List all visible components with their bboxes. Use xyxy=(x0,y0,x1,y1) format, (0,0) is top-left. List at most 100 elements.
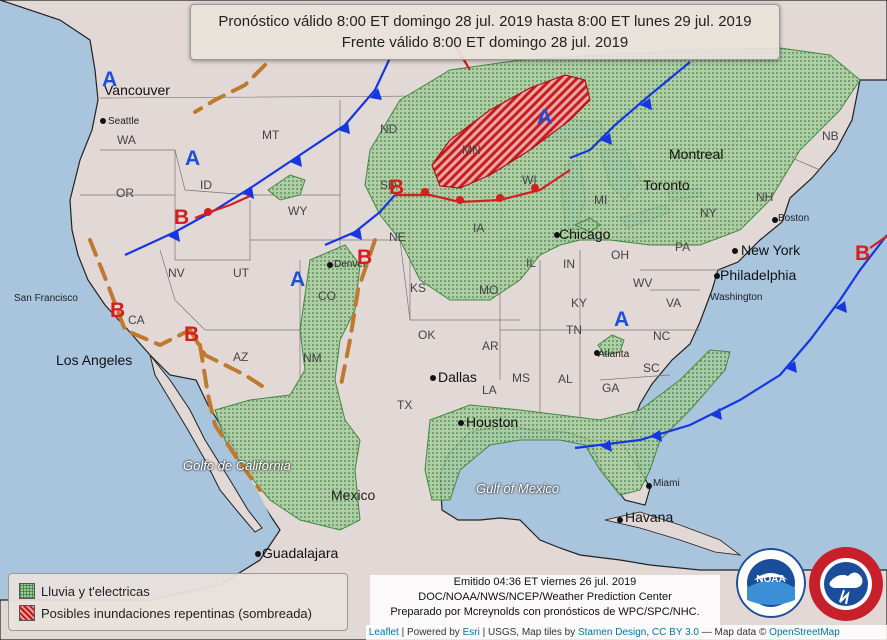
state-label-in: IN xyxy=(563,257,575,271)
cold-front-plains xyxy=(324,194,396,247)
city-label-miami: Miami xyxy=(653,478,680,489)
low-pressure-center: B xyxy=(110,299,126,322)
state-label-mt: MT xyxy=(262,128,280,142)
low-pressure-center: B xyxy=(389,176,405,199)
legend-item-rain: Lluvia y t'electricas xyxy=(19,582,150,600)
high-pressure-center: A xyxy=(290,268,306,291)
city-dot-chicago xyxy=(554,232,560,238)
city-dot-new-york xyxy=(732,248,738,254)
city-label-houston: Houston xyxy=(466,414,519,430)
city-label-seattle: Seattle xyxy=(108,116,140,127)
city-dot-seattle xyxy=(100,118,106,124)
legend-item-flood: Posibles inundaciones repentinas (sombre… xyxy=(19,604,312,622)
state-label-nh: NH xyxy=(756,190,774,204)
city-label-boston: Boston xyxy=(778,213,810,224)
state-label-mn: MN xyxy=(462,143,481,157)
city-dot-guadalajara xyxy=(255,551,261,557)
rain-area-atlanta xyxy=(597,334,625,356)
trough-mexico-west xyxy=(198,343,262,492)
state-label-tn: TN xyxy=(566,323,582,337)
sea-label-gulf-of-california: Golfo de California xyxy=(183,458,291,473)
state-label-az: AZ xyxy=(233,350,249,364)
forecast-title-box: Pronóstico válido 8:00 ET domingo 28 jul… xyxy=(190,4,780,60)
city-label-denver: Denver xyxy=(334,259,367,270)
rain-area-ohio xyxy=(573,217,601,233)
attribution-mapdata: — Map data © xyxy=(698,627,770,638)
city-dot-havana xyxy=(617,517,623,523)
city-label-san-francisco: San Francisco xyxy=(14,293,78,304)
city-label-montreal: Montreal xyxy=(669,146,724,162)
legend-rain-label: Lluvia y t'electricas xyxy=(41,583,150,599)
low-pressure-center: B xyxy=(855,242,871,265)
trough-plains xyxy=(338,238,377,392)
map-legend: Lluvia y t'electricas Posibles inundacio… xyxy=(8,573,348,631)
esri-link[interactable]: Esri xyxy=(462,627,480,638)
city-dot-houston xyxy=(458,420,464,426)
noaa-logo[interactable]: NOAA xyxy=(736,548,806,618)
state-label-ga: GA xyxy=(602,381,620,395)
leaflet-link[interactable]: Leaflet xyxy=(368,627,399,638)
state-label-or: OR xyxy=(116,186,134,200)
issued-info: Emitido 04:36 ET viernes 26 jul. 2019 DO… xyxy=(370,575,720,627)
city-dot-miami xyxy=(646,483,652,489)
city-label-philadelphia: Philadelphia xyxy=(720,267,797,283)
state-label-pa: PA xyxy=(675,240,691,254)
cc-by-link[interactable]: CC BY 3.0 xyxy=(651,627,699,638)
city-label-washington: Washington xyxy=(710,292,763,303)
state-label-la: LA xyxy=(482,383,497,397)
low-pressure-center: B xyxy=(174,206,190,229)
state-label-wi: WI xyxy=(522,173,537,187)
state-label-ok: OK xyxy=(418,328,436,342)
attribution-powered: | Powered by xyxy=(398,627,463,638)
city-label-dallas: Dallas xyxy=(438,369,477,385)
city-label-new-york: New York xyxy=(741,242,801,258)
state-label-id: ID xyxy=(200,178,212,192)
state-label-va: VA xyxy=(666,296,682,310)
openstreetmap-link[interactable]: OpenStreetMap xyxy=(769,627,840,638)
state-label-mi: MI xyxy=(594,193,608,207)
troughs xyxy=(88,63,377,492)
state-label-ca: CA xyxy=(128,313,145,327)
attribution-sep: , xyxy=(646,627,652,638)
issuing-office: DOC/NOAA/NWS/NCEP/Weather Prediction Cen… xyxy=(418,591,672,603)
warm-front-bumps xyxy=(204,184,539,216)
state-label-tx: TX xyxy=(397,398,413,412)
issued-time: Emitido 04:36 ET viernes 26 jul. 2019 xyxy=(453,576,637,588)
warm-front-atlantic xyxy=(869,235,887,249)
state-label-wy: WY xyxy=(288,204,308,218)
front-valid-line: Frente válido 8:00 ET domingo 28 jul. 20… xyxy=(341,34,629,51)
baja-california xyxy=(149,354,263,533)
state-label-nb: NB xyxy=(822,129,839,143)
state-label-sc: SC xyxy=(643,361,660,375)
state-label-nd: ND xyxy=(380,122,398,136)
city-label-havana: Havana xyxy=(625,509,674,525)
city-label-vancouver: Vancouver xyxy=(104,82,170,98)
state-label-nv: NV xyxy=(168,266,185,280)
city-dot-denver xyxy=(327,262,333,268)
state-label-ms: MS xyxy=(512,371,530,385)
cold-front-west xyxy=(124,57,391,256)
trough-arizona xyxy=(188,328,267,390)
svg-text:NOAA: NOAA xyxy=(756,574,785,585)
state-label-ut: UT xyxy=(233,266,249,280)
warm-front-idaho xyxy=(194,194,251,220)
cuba xyxy=(604,511,742,556)
state-label-ia: IA xyxy=(473,221,485,235)
nws-logo[interactable] xyxy=(808,546,884,622)
sea-label-gulf-of-mexico: Gulf of Mexico xyxy=(476,481,560,496)
stamen-link[interactable]: Stamen Design xyxy=(577,627,647,638)
city-label-atlanta: Atlanta xyxy=(598,349,630,360)
gulf-of-california-water xyxy=(195,398,272,525)
rain-area-southwest xyxy=(214,244,361,531)
city-dot-philadelphia xyxy=(714,273,720,279)
state-label-al: AL xyxy=(558,372,573,386)
attribution-bar: Leaflet | Powered by Esri | USGS, Map ti… xyxy=(366,625,887,640)
city-dot-dallas xyxy=(430,375,436,381)
city-dot-boston xyxy=(772,217,778,223)
city-label-los-angeles: Los Angeles xyxy=(56,352,133,368)
rain-area-wyoming xyxy=(267,174,306,201)
attribution-usgs: | USGS, Map tiles by xyxy=(479,627,578,638)
country-label-mexico: Mexico xyxy=(331,487,376,503)
